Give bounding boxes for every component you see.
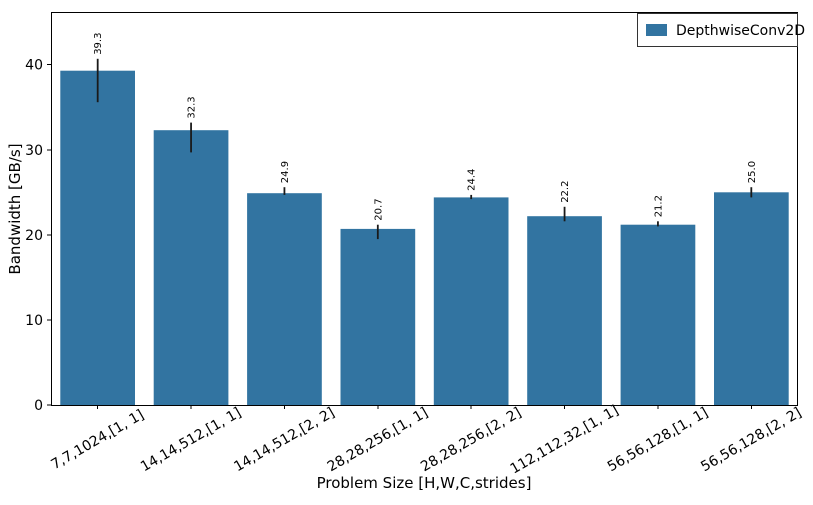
x-tick-label: 14,14,512,[2, 2]	[231, 405, 337, 476]
bar-value-labels: 39.3 32.3 24.9 20.7 24.4 22.2 21.2 25.0	[93, 33, 758, 221]
bar	[714, 192, 789, 405]
bar-value-label: 24.4	[467, 169, 478, 191]
bar-value-label: 32.3	[187, 96, 198, 118]
bar	[60, 70, 135, 405]
x-axis-title: Problem Size [H,W,C,strides]	[317, 474, 532, 492]
legend-label: DepthwiseConv2D	[676, 23, 805, 39]
y-tick-label: 0	[34, 398, 43, 414]
y-tick-label: 10	[25, 313, 43, 329]
x-tick-label: 14,14,512,[1, 1]	[138, 405, 244, 476]
bar	[433, 197, 509, 405]
y-tick-label: 20	[25, 228, 43, 244]
bar	[620, 224, 696, 405]
bar-value-label: 22.2	[560, 181, 571, 203]
bar-value-label: 20.7	[373, 198, 384, 220]
plot-border	[51, 12, 798, 406]
error-bars	[96, 58, 753, 240]
y-tick-label: 30	[25, 143, 43, 159]
x-tick-label: 7,7,1024,[1, 1]	[48, 407, 146, 473]
bars	[60, 70, 789, 405]
bar	[153, 130, 229, 405]
bar	[247, 193, 322, 405]
y-axis: 0 10 20 30 40	[25, 58, 51, 414]
legend-swatch	[646, 24, 667, 36]
bar-value-label: 25.0	[747, 161, 758, 183]
x-tick-label: 56,56,128,[2, 2]	[698, 405, 804, 476]
x-tick-label: 28,28,256,[1, 1]	[325, 405, 431, 476]
y-tick-label: 40	[25, 58, 43, 74]
bar	[527, 216, 602, 405]
bar-value-label: 39.3	[93, 33, 104, 55]
bar-value-label: 21.2	[653, 195, 664, 217]
y-axis-title: Bandwidth [GB/s]	[6, 143, 24, 274]
bar-value-label: 24.9	[280, 161, 291, 183]
bar	[340, 228, 416, 405]
x-tick-label: 112,112,32,[1, 1]	[508, 403, 622, 478]
x-axis: 7,7,1024,[1, 1]14,14,512,[1, 1]14,14,512…	[48, 403, 804, 478]
legend: DepthwiseConv2D	[637, 13, 805, 47]
